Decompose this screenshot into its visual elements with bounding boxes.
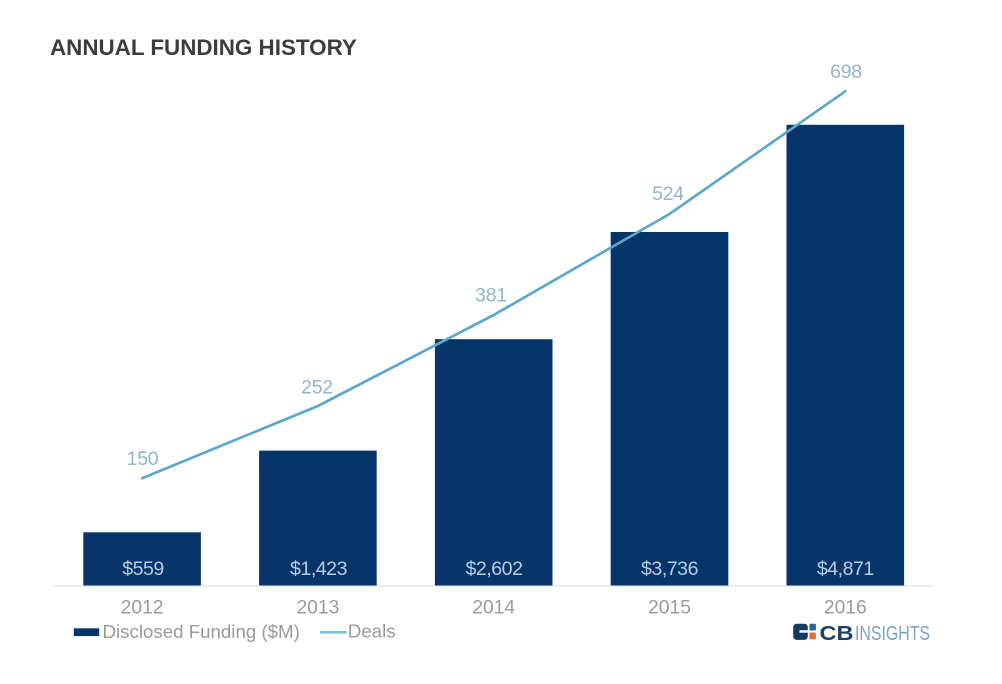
svg-text:150: 150 xyxy=(127,448,159,470)
svg-text:$1,423: $1,423 xyxy=(290,558,348,580)
svg-text:2016: 2016 xyxy=(824,598,867,619)
svg-text:CB: CB xyxy=(820,622,854,645)
svg-text:$4,871: $4,871 xyxy=(817,558,874,580)
svg-text:252: 252 xyxy=(301,377,333,399)
svg-text:Deals: Deals xyxy=(348,621,396,642)
svg-text:2014: 2014 xyxy=(472,598,515,619)
svg-text:$559: $559 xyxy=(122,558,164,580)
svg-text:2013: 2013 xyxy=(296,598,339,619)
svg-text:$3,736: $3,736 xyxy=(641,558,699,580)
svg-text:2012: 2012 xyxy=(121,598,164,619)
svg-text:Disclosed Funding ($M): Disclosed Funding ($M) xyxy=(103,621,300,642)
svg-text:698: 698 xyxy=(830,61,862,83)
svg-text:$2,602: $2,602 xyxy=(466,558,523,580)
svg-text:2015: 2015 xyxy=(648,598,691,619)
svg-text:ANNUAL FUNDING HISTORY: ANNUAL FUNDING HISTORY xyxy=(50,35,357,60)
svg-text:381: 381 xyxy=(475,285,507,307)
svg-text:INSIGHTS: INSIGHTS xyxy=(855,622,930,645)
svg-text:524: 524 xyxy=(652,183,684,205)
